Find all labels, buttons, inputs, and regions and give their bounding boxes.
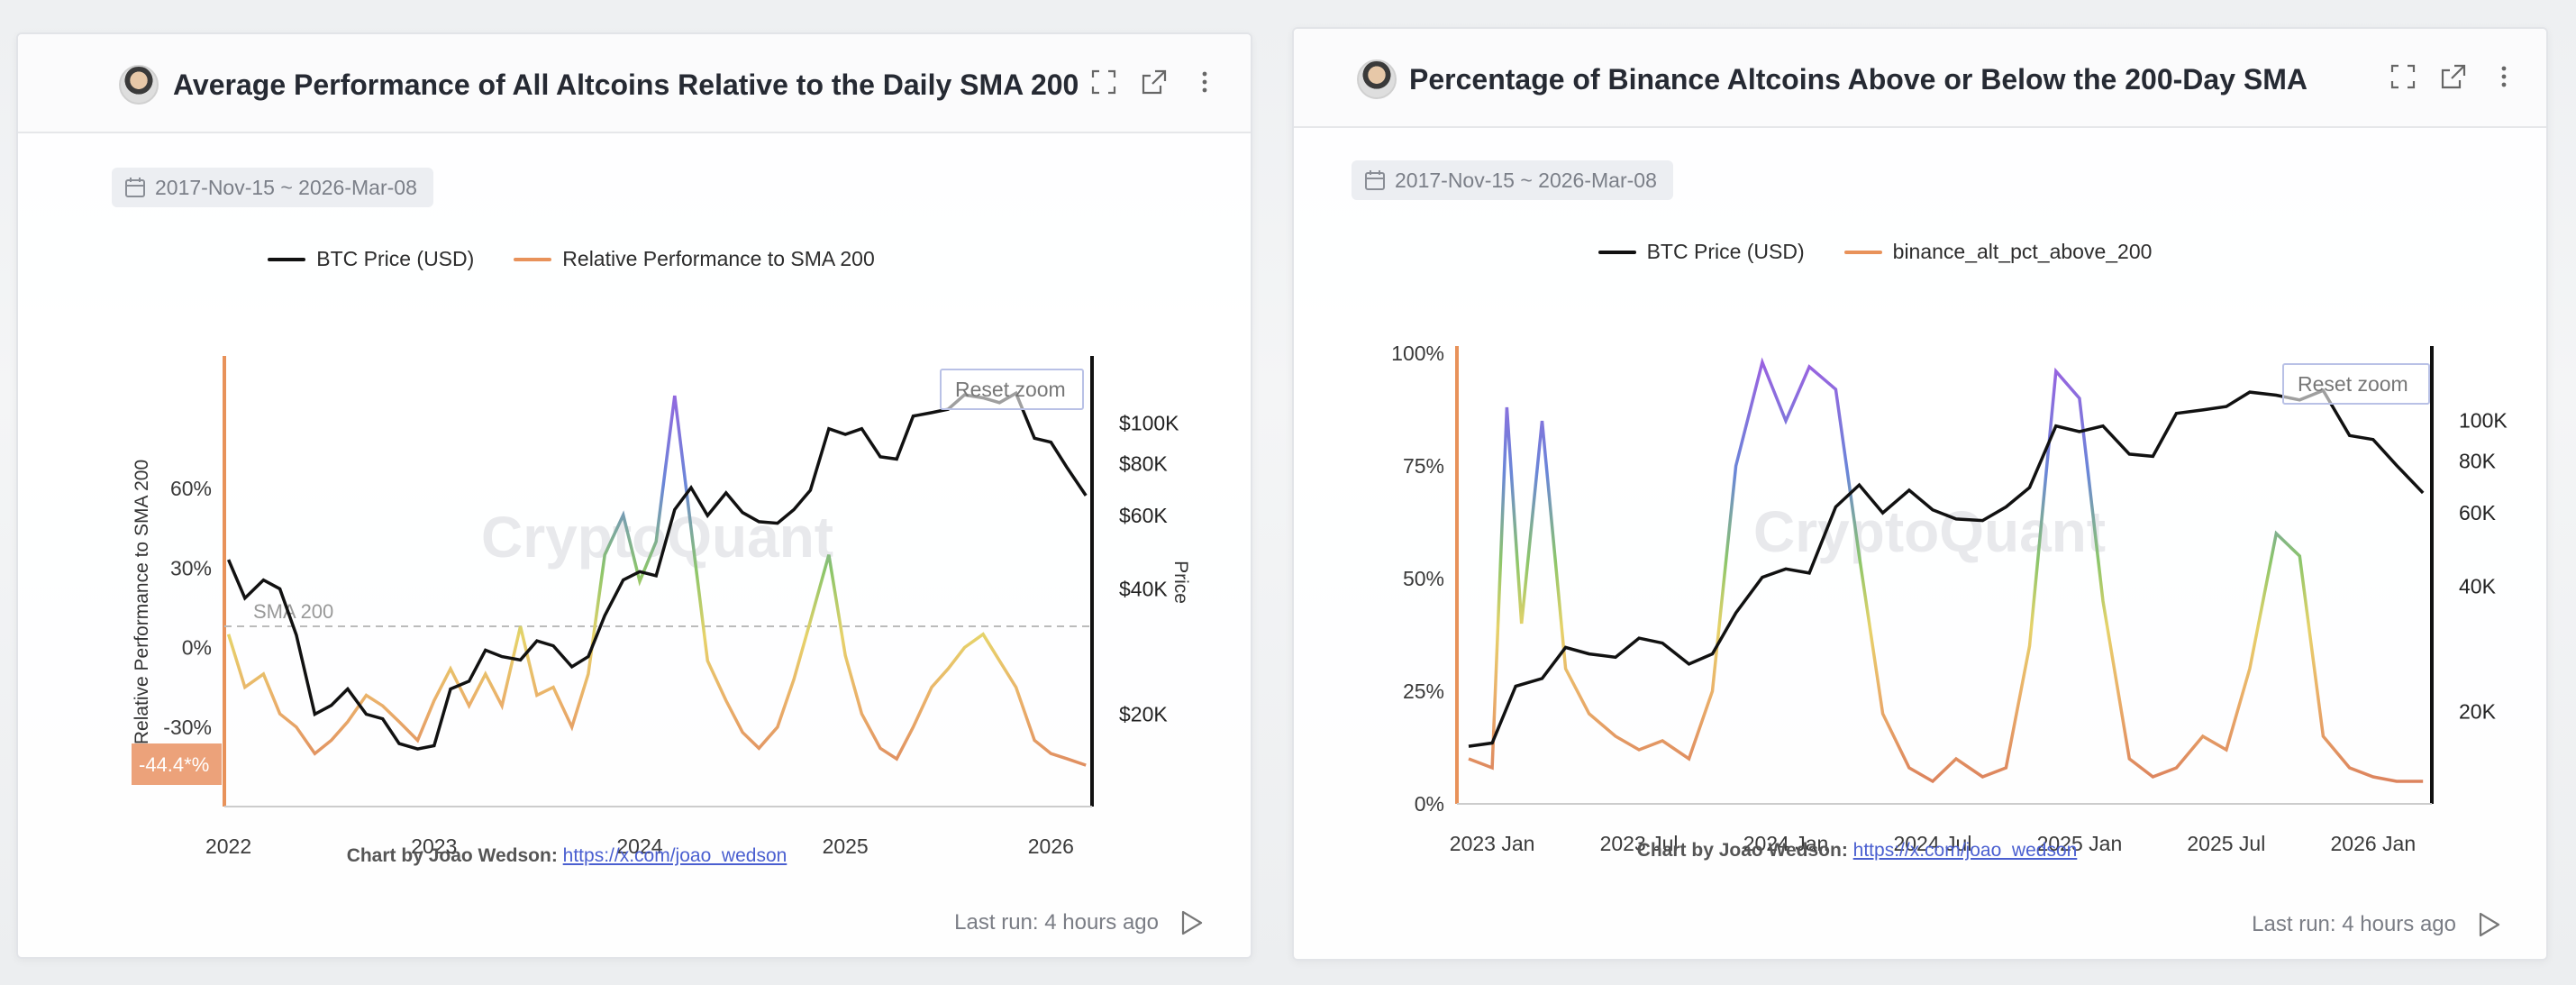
y2-axis-title: Price [1170, 561, 1191, 604]
svg-text:Reset zoom: Reset zoom [2298, 372, 2408, 396]
svg-text:-44.4*%: -44.4*% [139, 753, 209, 776]
legend-swatch-binance-alt-pct [1843, 250, 1882, 254]
sma-200-label: SMA 200 [253, 600, 333, 623]
chart-credit: Chart by Joao Wedson: https://x.com/joao… [18, 845, 1251, 867]
legend-item-binance-alt-pct[interactable]: binance_alt_pct_above_200 [1843, 240, 2153, 264]
watermark: CryptoQuant [1753, 499, 2106, 564]
last-run-bar: Last run: 4 hours ago [954, 910, 1204, 935]
x-tick-label: 2023 Jul [1600, 832, 1679, 855]
y2-tick-label: $40K [1119, 577, 1168, 600]
chart-card-binance-altcoins-sma: Percentage of Binance Altcoins Above or … [1292, 27, 2548, 961]
chart-title: Percentage of Binance Altcoins Above or … [1409, 63, 2307, 96]
y-tick-label: 25% [1403, 679, 1444, 703]
svg-text:Reset zoom: Reset zoom [955, 378, 1066, 401]
author-avatar[interactable] [119, 65, 159, 105]
chart-credit: Chart by Joao Wedson: https://x.com/joao… [1294, 840, 2546, 862]
chart-plot-b[interactable]: CryptoQuant 100% 75% 50% 25% 0% 100K 80K 60K 40… [1330, 299, 2508, 876]
legend-swatch-btc [1597, 250, 1636, 254]
card-header: Average Performance of All Altcoins Rela… [18, 34, 1251, 133]
x-tick-label: 2023 [411, 835, 457, 858]
y2-tick-label: 80K [2459, 449, 2497, 472]
last-run-bar: Last run: 4 hours ago [2252, 912, 2501, 937]
more-options-icon[interactable] [1189, 67, 1220, 97]
calendar-icon [1365, 170, 1385, 190]
y2-tick-label: $80K [1119, 451, 1168, 475]
fullscreen-icon[interactable] [1088, 67, 1119, 97]
y2-tick-label: 40K [2459, 574, 2497, 597]
legend-swatch-btc [268, 257, 306, 261]
chart-title: Average Performance of All Altcoins Rela… [173, 68, 1079, 101]
y2-tick-label: $60K [1119, 504, 1168, 527]
y-tick-label: 0% [1415, 792, 1444, 816]
credit-label: Chart by Joao Wedson: [1636, 840, 1848, 861]
legend-item-relative-performance[interactable]: Relative Performance to SMA 200 [514, 247, 875, 271]
date-range-text: 2017-Nov-15 ~ 2026-Mar-08 [1395, 168, 1657, 192]
btc-price-line [226, 390, 1088, 751]
credit-link[interactable]: https://x.com/joao_wedson [1852, 840, 2078, 861]
x-tick-label: 2022 [205, 835, 251, 858]
more-options-icon[interactable] [2489, 61, 2519, 92]
y2-tick-label: $100K [1119, 412, 1179, 435]
legend-label-relative-performance: Relative Performance to SMA 200 [562, 247, 875, 270]
legend-label-btc: BTC Price (USD) [316, 247, 475, 270]
run-play-icon[interactable] [1180, 910, 1204, 935]
y2-tick-label: $20K [1119, 702, 1168, 725]
legend-swatch-relative-performance [514, 257, 552, 261]
btc-price-line [1468, 388, 2425, 748]
fullscreen-icon[interactable] [2388, 61, 2418, 92]
author-avatar[interactable] [1357, 59, 1397, 99]
y-tick-label: 60% [170, 477, 212, 500]
chart-card-altcoin-performance: Average Performance of All Altcoins Rela… [16, 32, 1252, 959]
last-value-badge: -44.4*% [132, 743, 222, 785]
y-tick-label: -30% [163, 716, 212, 739]
relative-performance-line [226, 395, 1087, 767]
open-external-icon[interactable] [1139, 67, 1170, 97]
date-range-text: 2017-Nov-15 ~ 2026-Mar-08 [155, 175, 417, 199]
x-tick-label: 2024 Jan [1743, 832, 1829, 855]
y2-tick-label: 20K [2459, 699, 2497, 723]
y-tick-label: 100% [1391, 342, 1444, 365]
y2-tick-label: 60K [2459, 501, 2497, 524]
x-tick-label: 2025 Jan [2037, 832, 2123, 855]
x-tick-label: 2024 Jul [1893, 832, 1971, 855]
y2-tick-label: 100K [2459, 409, 2508, 433]
date-range-chip[interactable]: 2017-Nov-15 ~ 2026-Mar-08 [1352, 160, 1673, 200]
chart-legend: BTC Price (USD) Relative Performance to … [18, 247, 1251, 271]
chart-legend: BTC Price (USD) binance_alt_pct_above_20… [1294, 240, 2546, 264]
legend-item-btc[interactable]: BTC Price (USD) [1597, 240, 1805, 264]
open-external-icon[interactable] [2438, 61, 2469, 92]
legend-label-btc: BTC Price (USD) [1646, 240, 1805, 263]
last-run-text: Last run: 4 hours ago [2252, 912, 2456, 936]
x-tick-label: 2024 [616, 835, 662, 858]
x-tick-label: 2026 Jan [2330, 832, 2416, 855]
x-tick-label: 2025 [823, 835, 869, 858]
calendar-icon [125, 178, 145, 197]
x-tick-label: 2023 Jan [1450, 832, 1535, 855]
last-run-text: Last run: 4 hours ago [954, 910, 1159, 935]
x-tick-label: 2026 [1028, 835, 1074, 858]
y-tick-label: 30% [170, 556, 212, 579]
y-tick-label: 75% [1403, 454, 1444, 478]
reset-zoom-button[interactable]: Reset zoom [940, 369, 1084, 410]
run-play-icon[interactable] [2478, 912, 2501, 937]
legend-label-binance-alt-pct: binance_alt_pct_above_200 [1892, 240, 2153, 263]
card-header: Percentage of Binance Altcoins Above or … [1294, 29, 2546, 128]
credit-label: Chart by Joao Wedson: [346, 845, 558, 866]
y-tick-label: 0% [182, 636, 212, 660]
credit-link[interactable]: https://x.com/joao_wedson [562, 845, 787, 866]
legend-item-btc[interactable]: BTC Price (USD) [268, 247, 474, 271]
binance-alt-pct-line [1468, 357, 2424, 784]
y-axis-title: Relative Performance to SMA 200 [132, 460, 152, 744]
chart-plot-a[interactable]: CryptoQuant SMA 200 60%30%0%-30% $100K$8… [58, 305, 1191, 881]
x-tick-label: 2025 Jul [2187, 832, 2265, 855]
date-range-chip[interactable]: 2017-Nov-15 ~ 2026-Mar-08 [112, 168, 433, 207]
y-tick-label: 50% [1403, 567, 1444, 590]
reset-zoom-button[interactable]: Reset zoom [2282, 363, 2430, 405]
